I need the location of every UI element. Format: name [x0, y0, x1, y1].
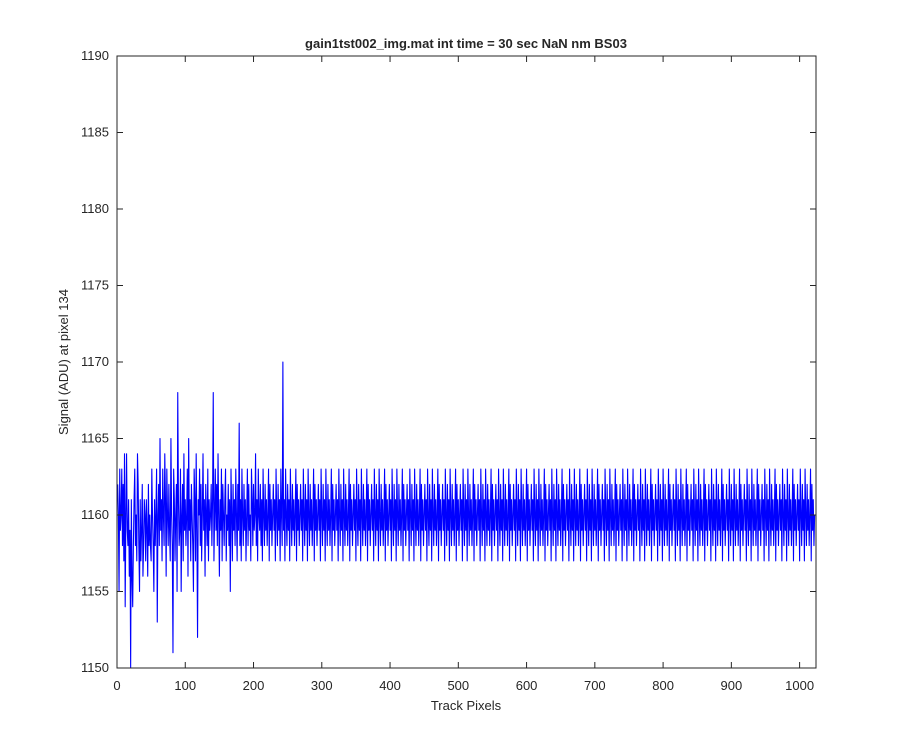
y-tick-label: 1170	[81, 354, 109, 369]
x-axis-ticks: 0 100 200 300 400 500 600 700 800 900 1000	[113, 56, 814, 693]
series-layer	[117, 361, 816, 669]
y-tick-label: 1185	[81, 125, 109, 140]
x-tick-label: 500	[447, 678, 469, 693]
x-tick-label: 900	[721, 678, 743, 693]
plot-area	[117, 56, 816, 668]
x-tick-label: 300	[311, 678, 333, 693]
y-tick-label: 1190	[81, 48, 109, 63]
y-axis-label: Signal (ADU) at pixel 134	[56, 289, 71, 435]
y-tick-label: 1165	[81, 431, 109, 446]
x-tick-label: 100	[174, 678, 196, 693]
y-tick-label: 1175	[81, 278, 109, 293]
x-tick-label: 200	[243, 678, 265, 693]
series-line	[117, 361, 816, 669]
x-tick-label: 700	[584, 678, 606, 693]
y-tick-label: 1150	[81, 660, 109, 675]
x-tick-label: 1000	[785, 678, 814, 693]
x-tick-label: 0	[113, 678, 120, 693]
y-axis-ticks: 1150 1155 1160 1165 1170 1175 1180 1185 1190	[81, 48, 816, 675]
x-tick-label: 800	[652, 678, 674, 693]
x-tick-label: 600	[516, 678, 538, 693]
chart-title: gain1tst002_img.mat int time = 30 sec Na…	[305, 36, 627, 51]
x-axis-label: Track Pixels	[431, 698, 502, 713]
x-tick-label: 400	[379, 678, 401, 693]
y-tick-label: 1155	[81, 584, 109, 599]
y-tick-label: 1180	[81, 201, 109, 216]
y-tick-label: 1160	[81, 507, 109, 522]
